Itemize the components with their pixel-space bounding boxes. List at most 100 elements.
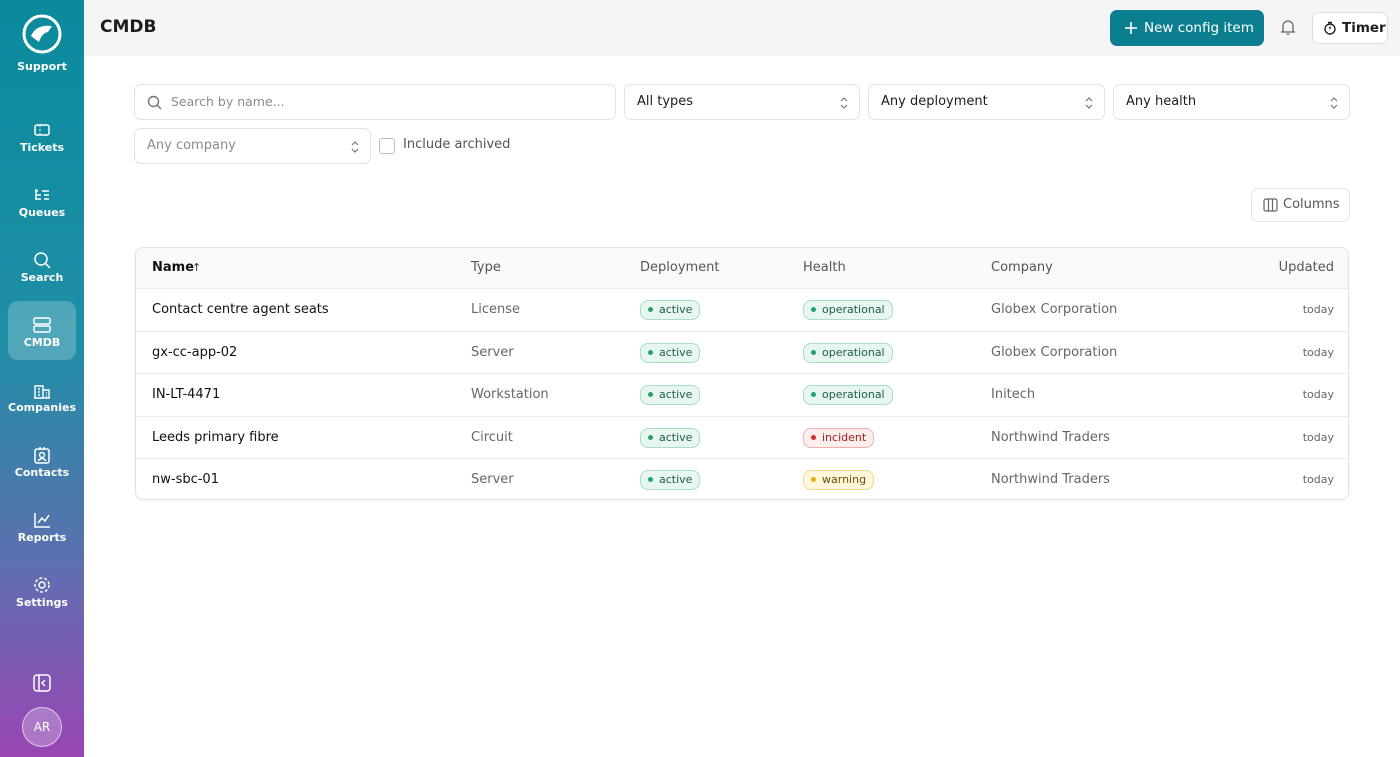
badge-cell: operational (803, 374, 893, 417)
chevron (1330, 97, 1338, 109)
updated: today (1302, 473, 1334, 487)
timer-label: Timer (1342, 20, 1386, 36)
name: IN-LT-4471 (152, 387, 221, 403)
column-header[interactable]: Updated (1278, 260, 1334, 275)
badge-cell: operational (803, 289, 893, 332)
nav-label: Search (20, 271, 64, 284)
type-select[interactable]: All types (624, 84, 860, 120)
columns-label: Columns (1283, 197, 1340, 212)
columns-button[interactable]: Columns (1251, 188, 1350, 222)
updated: today (1302, 388, 1334, 402)
nav-item[interactable]: Contacts (8, 431, 76, 490)
notifications[interactable] (1280, 19, 1296, 36)
nav-icon (34, 124, 50, 136)
page-title: CMDB (100, 17, 157, 37)
column-header[interactable]: Health (803, 260, 846, 275)
badge-cell: operational (803, 332, 893, 375)
columns-icon (1263, 198, 1278, 212)
archived-label: Include archived (403, 137, 511, 152)
company: Initech (991, 387, 1036, 403)
company-value: Any company (147, 138, 236, 153)
nav-icon (35, 189, 49, 200)
timer-button[interactable]: Timer (1312, 12, 1388, 44)
name: Leeds primary fibre (152, 429, 279, 445)
logo (22, 14, 62, 54)
nav-label: Settings (16, 596, 68, 609)
column-header[interactable]: Name (152, 260, 195, 275)
name: gx-cc-app-02 (152, 344, 238, 360)
health-badge: operational (803, 342, 893, 363)
nav-item[interactable]: Settings (8, 561, 76, 620)
deployment-badge: active (640, 300, 701, 320)
timer-icon (1324, 21, 1336, 35)
table-row[interactable]: nw-sbc-01 Server active warning Northwind Tr… (136, 458, 1348, 499)
health-badge: operational (803, 385, 893, 406)
column-header[interactable]: Type (471, 260, 501, 275)
new-button[interactable]: New config item (1110, 10, 1264, 46)
badge-cell: active (640, 459, 701, 499)
header: CMDB New config item Timer (84, 0, 1400, 56)
name: Contact centre agent seats (152, 302, 329, 317)
nav-label: Companies (8, 401, 76, 414)
archived-checkbox[interactable] (379, 138, 395, 154)
avatar[interactable]: AR (22, 707, 62, 747)
badge-cell: active (640, 417, 701, 460)
search-placeholder: Search by name... (171, 94, 285, 109)
column-header[interactable]: Company (991, 260, 1053, 275)
collapse-button[interactable] (33, 674, 51, 692)
search-icon (147, 95, 162, 110)
updated: today (1302, 430, 1334, 444)
health-badge: warning (803, 470, 875, 491)
type: License (471, 302, 521, 317)
nav-item[interactable]: Tickets (8, 106, 76, 165)
nav-item[interactable]: CMDB (8, 301, 76, 360)
column-header[interactable]: Deployment (640, 260, 720, 275)
table-row[interactable]: IN-LT-4471 Workstation active operational In… (136, 373, 1348, 417)
type: Server (471, 344, 514, 360)
nav-item[interactable]: Queues (8, 171, 76, 230)
search-input[interactable]: Search by name... (134, 84, 616, 120)
sidebar: Support Tickets Queues Search CMDB Companies… (0, 0, 84, 757)
company: Globex Corporation (991, 344, 1118, 360)
plus-icon (1125, 22, 1137, 34)
health-badge: operational (803, 300, 893, 320)
health-select[interactable]: Any health (1113, 84, 1350, 120)
name: nw-sbc-01 (152, 472, 219, 488)
nav-label: Contacts (14, 466, 70, 479)
badge-cell: active (640, 374, 701, 417)
nav-icon (34, 577, 50, 593)
brand: Support (17, 60, 67, 73)
updated: today (1302, 345, 1334, 359)
type-value: All types (637, 94, 694, 109)
table-header: Name ↑ Type Deployment Health Company Updated (136, 248, 1348, 288)
badge-cell: warning (803, 459, 875, 499)
company: Northwind Traders (991, 472, 1110, 488)
table: Name ↑ Type Deployment Health Company Updated C… (135, 247, 1349, 500)
nav-label: Tickets (19, 141, 65, 154)
deployment-select[interactable]: Any deployment (868, 84, 1105, 120)
deployment-badge: active (640, 385, 701, 406)
table-row[interactable]: gx-cc-app-02 Server active operational Globe… (136, 330, 1348, 375)
nav-item[interactable]: Search (8, 236, 76, 295)
nav-item[interactable]: Reports (8, 496, 76, 555)
nav-icon (33, 317, 51, 333)
nav-label: CMDB (23, 336, 61, 349)
health-badge: incident (803, 427, 875, 448)
nav-icon (34, 447, 50, 464)
table-row[interactable]: Contact centre agent seats License active o… (136, 288, 1348, 332)
nav-label: Queues (18, 206, 66, 219)
deployment-badge: active (640, 342, 701, 363)
nav-label: Reports (17, 531, 67, 544)
company-select[interactable]: Any company (134, 128, 371, 164)
company: Northwind Traders (991, 429, 1110, 445)
table-row[interactable]: Leeds primary fibre Circuit active incident… (136, 415, 1348, 460)
company: Globex Corporation (991, 302, 1118, 317)
nav-item[interactable]: Companies (8, 366, 76, 425)
badge-cell: incident (803, 417, 875, 460)
deployment-badge: active (640, 427, 701, 448)
updated: today (1302, 303, 1334, 316)
type: Server (471, 472, 514, 488)
badge-cell: active (640, 289, 701, 332)
